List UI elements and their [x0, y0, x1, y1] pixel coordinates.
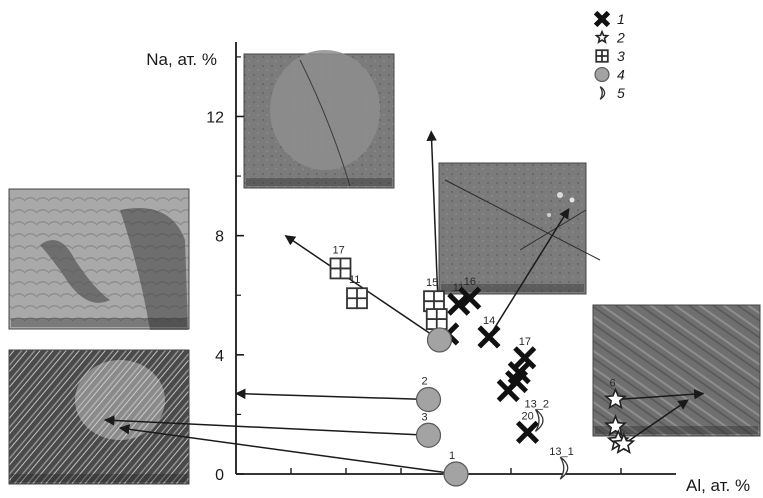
point-label: 11: [453, 282, 464, 294]
data-point: 20: [515, 410, 540, 444]
series-3: 17 11 15: [329, 244, 448, 330]
point-label: 17: [519, 336, 531, 348]
data-point: 2: [415, 376, 442, 413]
sem-micrograph-center: [438, 162, 601, 295]
point-label: 14: [483, 315, 495, 327]
data-point: 14: [477, 315, 501, 349]
point-label: 20: [522, 410, 534, 422]
data-point: [612, 432, 636, 455]
data-point: 1: [443, 450, 469, 487]
y-tick-label: 0: [215, 467, 224, 484]
inset-arrow: [103, 415, 429, 437]
data-point: 15: [423, 277, 445, 313]
series-2: 6: [604, 378, 636, 455]
legend-label: 2: [616, 30, 625, 46]
data-point: 17: [329, 244, 352, 280]
sem-micrograph-left-lower: [8, 349, 190, 485]
inset-arrow: [615, 388, 705, 401]
legend-label: 5: [617, 85, 625, 101]
legend-item-4: 4: [594, 67, 625, 83]
legend-label: 4: [617, 67, 625, 83]
data-point: [604, 414, 627, 437]
series-1: 11 16 14 17 20: [436, 276, 540, 444]
series-5: 13_2 13_1: [525, 398, 574, 480]
inset-arrow: [118, 424, 457, 475]
legend-label: 1: [617, 11, 625, 27]
legend-item-3: 3: [595, 48, 625, 64]
legend-item-1: 1: [593, 10, 625, 28]
data-point: [496, 379, 520, 403]
point-label: 1: [449, 450, 455, 462]
series-4: 2 3 1: [415, 327, 469, 487]
point-label: 13_1: [549, 446, 573, 458]
data-point: 11: [346, 274, 368, 310]
point-label: 3: [422, 411, 428, 423]
y-tick-label: 8: [215, 229, 224, 246]
legend-item-2: 2: [594, 30, 625, 46]
data-point: 11: [447, 282, 471, 316]
inset-arrow: [234, 388, 429, 401]
data-point: 17: [513, 336, 537, 370]
inset-arrow: [488, 207, 570, 338]
sem-micrograph-top: [243, 50, 395, 189]
y-axis-ticks: 0 4 8 12: [206, 56, 244, 484]
point-label: 2: [422, 376, 428, 388]
data-point: 13_2: [525, 398, 549, 432]
legend: 1 2 3 4 5: [593, 10, 625, 101]
point-label: 6: [610, 378, 616, 390]
data-point: [426, 327, 453, 353]
legend-label: 3: [617, 48, 625, 64]
y-axis-title: Na, ат. %: [146, 50, 217, 69]
data-point: [425, 308, 448, 330]
point-label: 16: [464, 276, 476, 288]
data-point: 6: [604, 378, 627, 410]
point-label: 13_2: [525, 398, 549, 410]
data-point: 13_1: [549, 446, 574, 480]
data-point: 16: [458, 276, 482, 310]
data-point: 3: [415, 411, 442, 448]
y-tick-label: 4: [215, 348, 224, 365]
x-axis-title: Al, ат. %: [686, 476, 750, 495]
point-label: 15: [426, 277, 438, 289]
sem-micrograph-right: [592, 304, 761, 437]
sem-micrographs: [8, 50, 761, 485]
point-label: 11: [349, 274, 360, 286]
y-tick-label: 12: [206, 109, 224, 126]
inset-arrow: [623, 399, 689, 445]
point-label: 17: [333, 244, 345, 256]
sem-micrograph-left-upper: [8, 188, 190, 330]
legend-item-5: 5: [599, 85, 625, 101]
